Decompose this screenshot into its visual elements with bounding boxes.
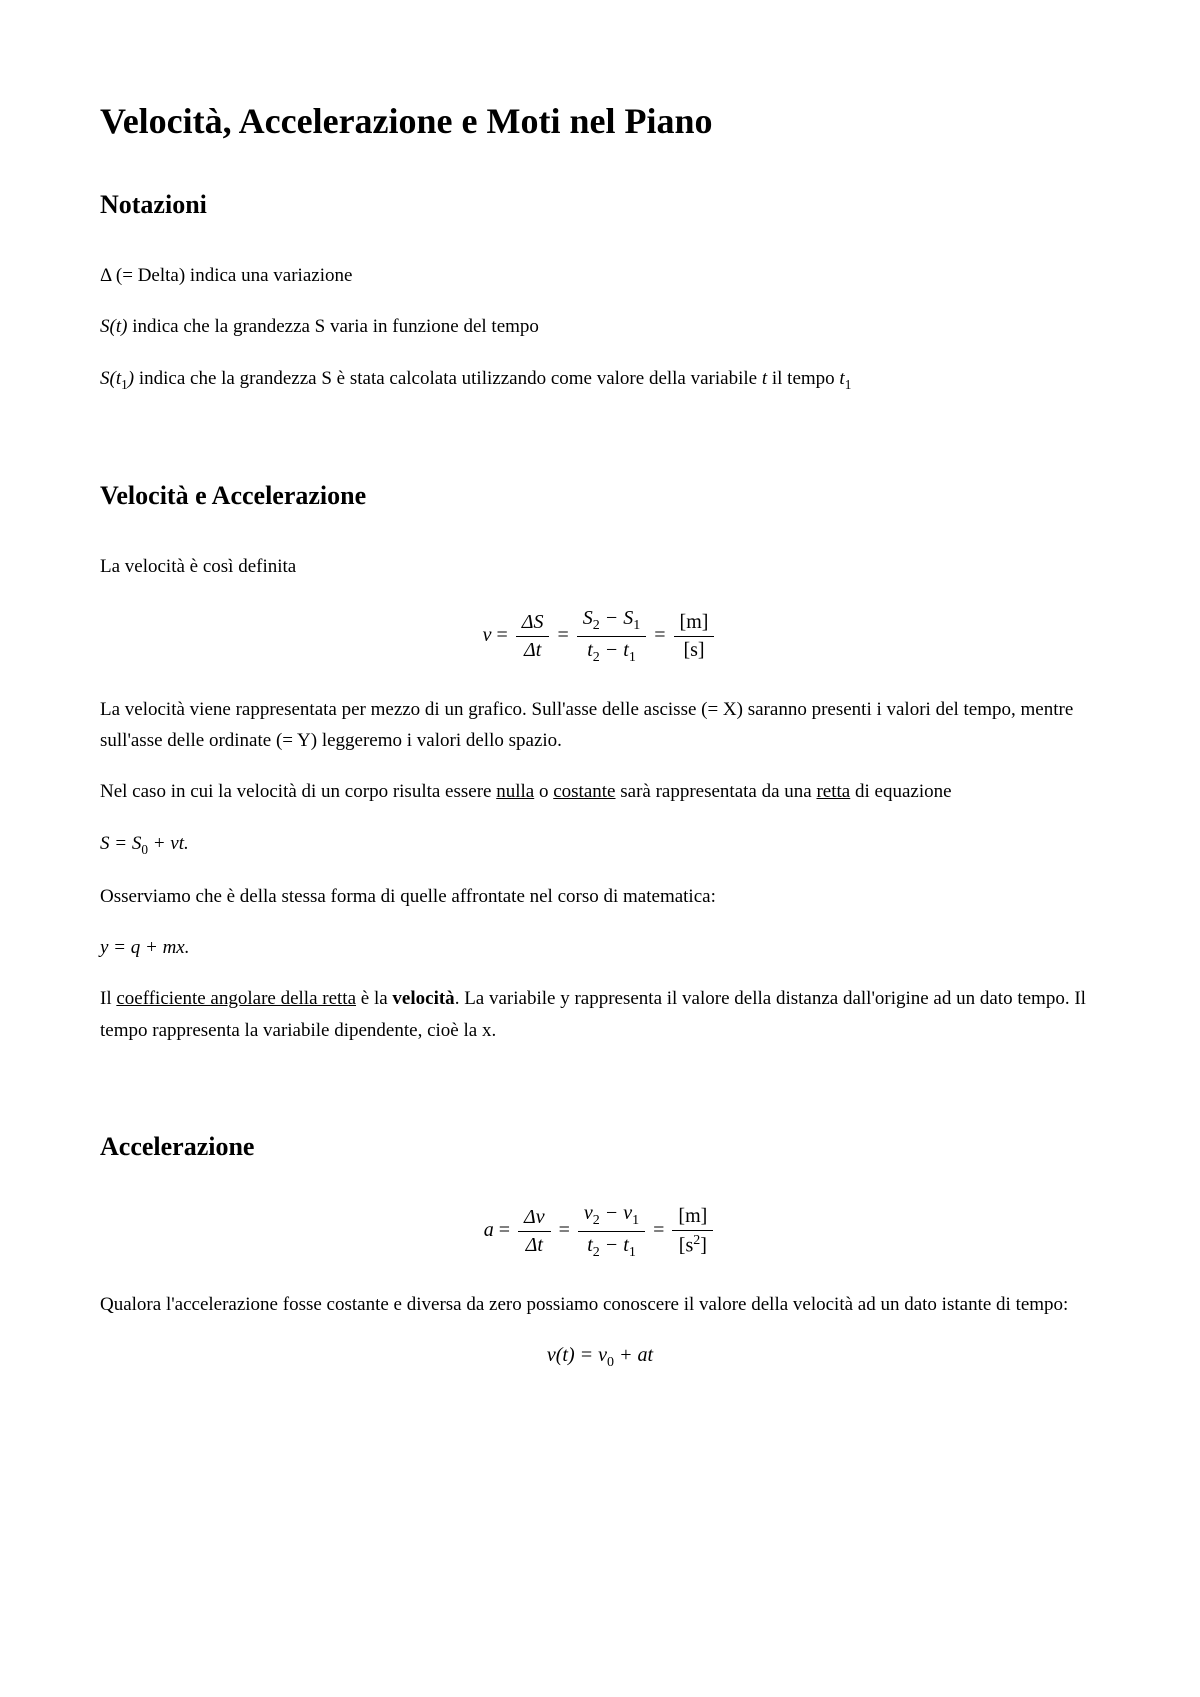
math-sub1: 1 <box>845 376 852 391</box>
s: S <box>583 607 593 629</box>
sub1: 1 <box>629 650 636 665</box>
sub1: 1 <box>629 1245 636 1260</box>
sub2: 2 <box>593 1245 600 1260</box>
den: [s2] <box>672 1231 713 1258</box>
sub1: 1 <box>632 1213 639 1228</box>
num: v2 − v1 <box>578 1202 645 1232</box>
notazioni-p2: S(t) indica che la grandezza S varia in … <box>100 311 1100 342</box>
bold-velocita: velocità <box>392 988 454 1009</box>
num: [m] <box>674 611 715 637</box>
eq-sign: = <box>491 624 512 646</box>
mid: − S <box>600 607 634 629</box>
text: il tempo <box>767 368 839 389</box>
velocita-intro: La velocità è così definita <box>100 551 1100 582</box>
frac-s2s1: S2 − S1 t2 − t1 <box>577 607 647 666</box>
text: Il <box>100 988 116 1009</box>
math-t: (t) <box>110 316 128 337</box>
text: di equazione <box>850 781 951 802</box>
text: S = S <box>100 833 141 854</box>
velocita-p2: Nel caso in cui la velocità di un corpo … <box>100 776 1100 807</box>
sub1: 1 <box>633 618 640 633</box>
frac-ds-dt: ΔS Δt <box>516 611 550 662</box>
math-t1-open: (t <box>110 368 122 389</box>
sub2: 2 <box>593 650 600 665</box>
sub0: 0 <box>607 1355 614 1370</box>
velocita-p4: Il coefficiente angolare della retta è l… <box>100 983 1100 1046</box>
math-s: S <box>100 316 110 337</box>
math-s: S <box>100 368 110 389</box>
notazioni-p1: Δ (= Delta) indica una variazione <box>100 260 1100 291</box>
mid: − t <box>600 1234 629 1256</box>
den: t2 − t1 <box>578 1232 645 1261</box>
text: + vt. <box>148 833 189 854</box>
sub2: 2 <box>593 618 600 633</box>
sub2: 2 <box>593 1213 600 1228</box>
text: Nel caso in cui la velocità di un corpo … <box>100 781 496 802</box>
underline-costante: costante <box>553 781 615 802</box>
eq-sign: = <box>559 1219 575 1241</box>
sub0: 0 <box>141 842 148 857</box>
equation-velocity: v = ΔS Δt = S2 − S1 t2 − t1 = [m] [s] <box>100 607 1100 666</box>
text: v(t) = v <box>547 1344 607 1366</box>
frac-dv-dt: Δv Δt <box>518 1206 551 1257</box>
mid: − t <box>600 639 629 661</box>
lhs: a <box>484 1219 494 1241</box>
heading-velocita: Velocità e Accelerazione <box>100 481 1100 511</box>
s: [s <box>679 1235 693 1257</box>
den: Δt <box>516 637 550 662</box>
text: + at <box>614 1344 653 1366</box>
equation-acceleration: a = Δv Δt = v2 − v1 t2 − t1 = [m] [s2] <box>100 1202 1100 1261</box>
page-title: Velocità, Accelerazione e Moti nel Piano <box>100 100 1100 142</box>
mid: − v <box>600 1202 632 1224</box>
eq-sign: = <box>557 624 573 646</box>
den: t2 − t1 <box>577 637 647 666</box>
math-sub1: 1 <box>121 376 128 391</box>
underline-coeff: coefficiente angolare della retta <box>116 988 356 1009</box>
text: è la <box>356 988 392 1009</box>
text: indica che la grandezza S è stata calcol… <box>134 368 762 389</box>
equation-y: y = q + mx. <box>100 932 1100 963</box>
velocita-p1: La velocità viene rappresentata per mezz… <box>100 694 1100 757</box>
underline-nulla: nulla <box>496 781 534 802</box>
heading-accelerazione: Accelerazione <box>100 1132 1100 1162</box>
text: indica che la grandezza S varia in funzi… <box>127 316 539 337</box>
frac-units: [m] [s2] <box>672 1205 713 1258</box>
equation-s: S = S0 + vt. <box>100 828 1100 861</box>
frac-units: [m] [s] <box>674 611 715 662</box>
num: [m] <box>672 1205 713 1231</box>
eq-sign: = <box>654 624 670 646</box>
text: sarà rappresentata da una <box>616 781 817 802</box>
den: Δt <box>518 1232 551 1257</box>
notazioni-p3: S(t1) indica che la grandezza S è stata … <box>100 363 1100 396</box>
num: S2 − S1 <box>577 607 647 637</box>
num: Δv <box>518 1206 551 1232</box>
heading-notazioni: Notazioni <box>100 190 1100 220</box>
equation-vt: v(t) = v0 + at <box>100 1344 1100 1371</box>
accel-p1: Qualora l'accelerazione fosse costante e… <box>100 1289 1100 1320</box>
underline-retta: retta <box>816 781 850 802</box>
eq-sign: = <box>494 1219 515 1241</box>
velocita-p3: Osserviamo che è della stessa forma di q… <box>100 881 1100 912</box>
v: v <box>584 1202 593 1224</box>
frac-v2v1: v2 − v1 t2 − t1 <box>578 1202 645 1261</box>
text: o <box>534 781 553 802</box>
den: [s] <box>674 637 715 662</box>
num: ΔS <box>516 611 550 637</box>
close: ] <box>700 1235 707 1257</box>
eq-sign: = <box>653 1219 669 1241</box>
